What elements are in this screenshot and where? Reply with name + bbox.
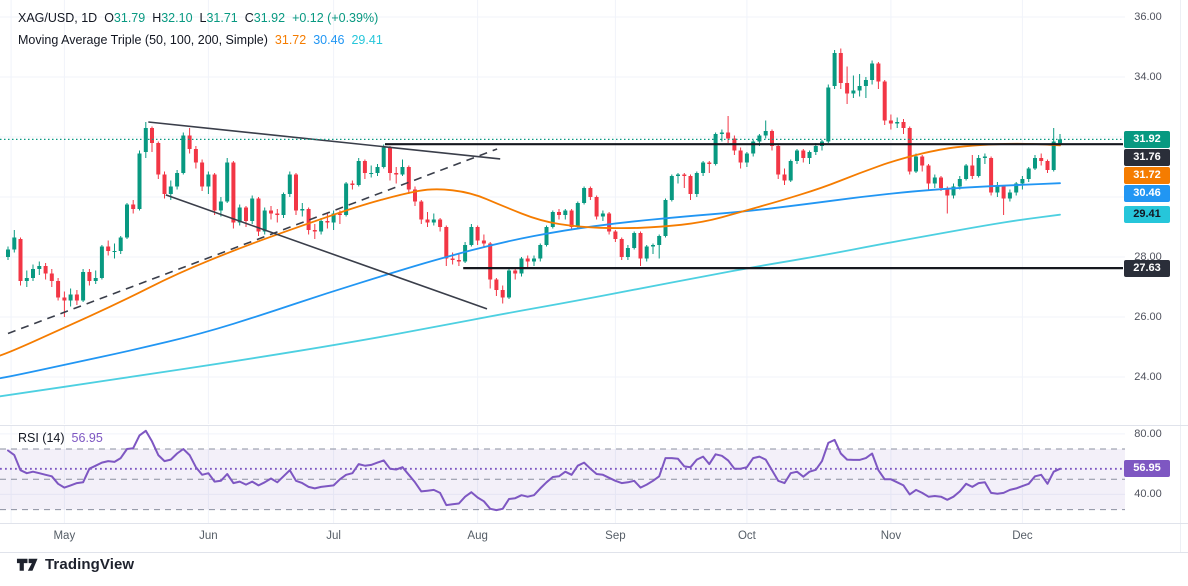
ohlc-high: H32.10 (152, 11, 193, 25)
symbol-title[interactable]: XAG/USD, 1D (18, 11, 98, 25)
ma100-value: 30.46 (313, 33, 345, 47)
footer-border (0, 552, 1188, 553)
month-label-sep[interactable]: Sep (605, 530, 626, 542)
price-axis-label[interactable]: 36.00 (1134, 11, 1162, 23)
axis-badge-30.46: 30.46 (1124, 184, 1170, 202)
ma200-value: 29.41 (351, 33, 383, 47)
axis-badge-56.95: 56.95 (1124, 460, 1170, 478)
ohlc-open: O31.79 (104, 11, 146, 25)
tradingview-logo[interactable]: TradingView (16, 556, 134, 573)
month-label-dec[interactable]: Dec (1012, 530, 1033, 542)
axis-badge-27.63: 27.63 (1124, 259, 1170, 277)
ma-indicator-name[interactable]: Moving Average Triple (50, 100, 200, Sim… (18, 33, 268, 47)
rsi-indicator-legend[interactable]: RSI (14) 56.95 (18, 431, 103, 445)
price-axis-label[interactable]: 24.00 (1134, 371, 1162, 383)
month-label-may[interactable]: May (53, 530, 76, 542)
price-change: +0.12 (+0.39%) (292, 11, 379, 25)
price-axis-label[interactable]: 34.00 (1134, 71, 1162, 83)
rsi-axis-label[interactable]: 40.00 (1134, 488, 1162, 501)
brand-name: TradingView (45, 556, 135, 573)
month-label-aug[interactable]: Aug (467, 530, 488, 542)
axis-badge-31.72: 31.72 (1124, 166, 1170, 184)
rsi-axis-label[interactable]: 80.00 (1134, 427, 1162, 440)
ohlc-low: L31.71 (199, 11, 238, 25)
axis-badge-31.76: 31.76 (1124, 148, 1170, 166)
symbol-legend[interactable]: XAG/USD, 1D O31.79 H32.10 L31.71 C31.92 … (18, 11, 378, 25)
ma50-value: 31.72 (274, 33, 307, 47)
axis-badge-29.41: 29.41 (1124, 206, 1170, 224)
month-label-jul[interactable]: Jul (326, 530, 341, 542)
ma-indicator-legend[interactable]: Moving Average Triple (50, 100, 200, Sim… (18, 33, 383, 47)
month-label-oct[interactable]: Oct (737, 530, 756, 542)
axis-badge-31.92: 31.92 (1124, 130, 1170, 148)
ohlc-close: C31.92 (244, 11, 286, 25)
pane-separator[interactable] (0, 425, 1188, 426)
price-axis-label[interactable]: 26.00 (1134, 311, 1162, 323)
rsi-indicator-name[interactable]: RSI (14) (18, 431, 65, 445)
month-label-jun[interactable]: Jun (199, 530, 218, 542)
rsi-value: 56.95 (71, 431, 103, 445)
month-label-nov[interactable]: Nov (880, 530, 902, 542)
tradingview-mark-icon (16, 558, 38, 571)
time-axis-border (0, 523, 1188, 524)
